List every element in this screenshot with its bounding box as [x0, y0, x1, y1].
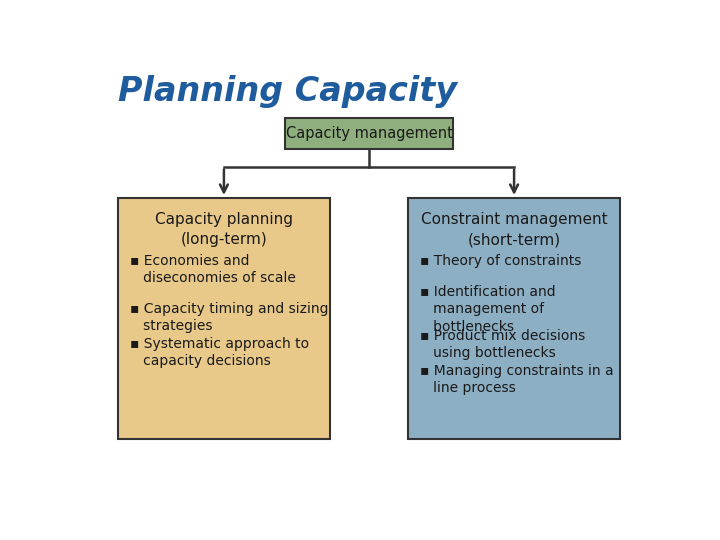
Text: ▪ Identification and
   management of
   bottlenecks: ▪ Identification and management of bottl…	[420, 285, 556, 334]
Text: ▪ Theory of constraints: ▪ Theory of constraints	[420, 254, 582, 268]
FancyBboxPatch shape	[285, 118, 453, 149]
Text: ▪ Economies and
   diseconomies of scale: ▪ Economies and diseconomies of scale	[130, 254, 296, 285]
Text: ▪ Managing constraints in a
   line process: ▪ Managing constraints in a line process	[420, 364, 614, 395]
Text: ▪ Product mix decisions
   using bottlenecks: ▪ Product mix decisions using bottleneck…	[420, 329, 585, 360]
Text: Constraint management
(short-term): Constraint management (short-term)	[420, 212, 608, 247]
Text: Planning Capacity: Planning Capacity	[118, 75, 457, 108]
Text: Capacity management: Capacity management	[286, 126, 452, 141]
Text: Capacity planning
(long-term): Capacity planning (long-term)	[155, 212, 293, 247]
Text: ▪ Capacity timing and sizing
   strategies: ▪ Capacity timing and sizing strategies	[130, 302, 328, 333]
FancyBboxPatch shape	[118, 198, 330, 439]
FancyBboxPatch shape	[408, 198, 620, 439]
Text: ▪ Systematic approach to
   capacity decisions: ▪ Systematic approach to capacity decisi…	[130, 337, 310, 368]
